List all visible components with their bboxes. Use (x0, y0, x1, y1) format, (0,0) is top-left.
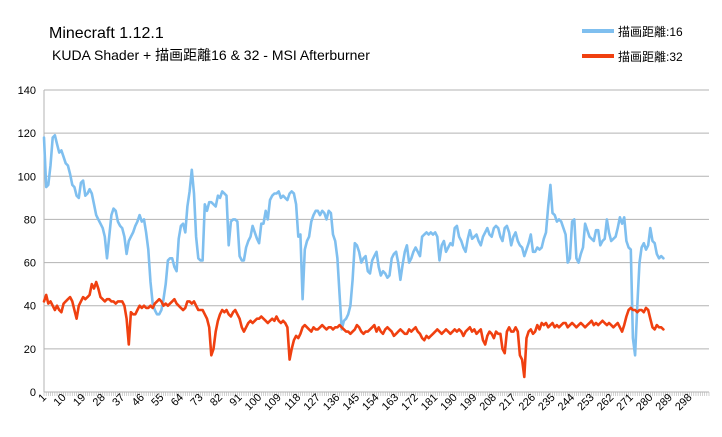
y-tick-label: 80 (24, 214, 36, 226)
y-tick-label: 120 (18, 128, 36, 140)
x-tick-label: 28 (91, 392, 108, 409)
legend-swatch-series-2 (582, 54, 614, 58)
x-tick-label: 19 (71, 392, 88, 409)
legend-item-series-1: 描画距離:16 (582, 22, 683, 40)
legend-label-series-2: 描画距離:32 (618, 49, 683, 64)
legend-swatch-series-1 (582, 29, 614, 33)
x-tick-label: 1 (36, 392, 49, 405)
y-tick-label: 0 (30, 387, 36, 399)
x-tick-label: 91 (228, 392, 245, 409)
y-tick-label: 40 (24, 301, 36, 313)
chart-title: Minecraft 1.12.1 (49, 25, 164, 42)
x-tick-label: 10 (52, 392, 69, 409)
legend-item-series-2: 描画距離:32 (582, 47, 683, 65)
x-tick-label: 46 (130, 392, 147, 409)
y-tick-label: 60 (24, 258, 36, 270)
x-tick-label: 37 (110, 392, 127, 409)
chart-subtitle: KUDA Shader + 描画距離16 & 32 - MSI Afterbur… (52, 47, 370, 63)
series-line-1 (42, 134, 665, 357)
y-tick-label: 20 (24, 344, 36, 356)
x-tick-label: 55 (149, 392, 166, 409)
series-line-2 (42, 280, 665, 379)
x-tick-label: 73 (188, 392, 205, 409)
x-tick-label: 64 (169, 392, 186, 409)
legend-label-series-1: 描画距離:16 (618, 24, 683, 39)
y-tick-label: 100 (18, 171, 36, 183)
x-tick-label: 82 (208, 392, 225, 409)
y-tick-label: 140 (18, 85, 36, 97)
